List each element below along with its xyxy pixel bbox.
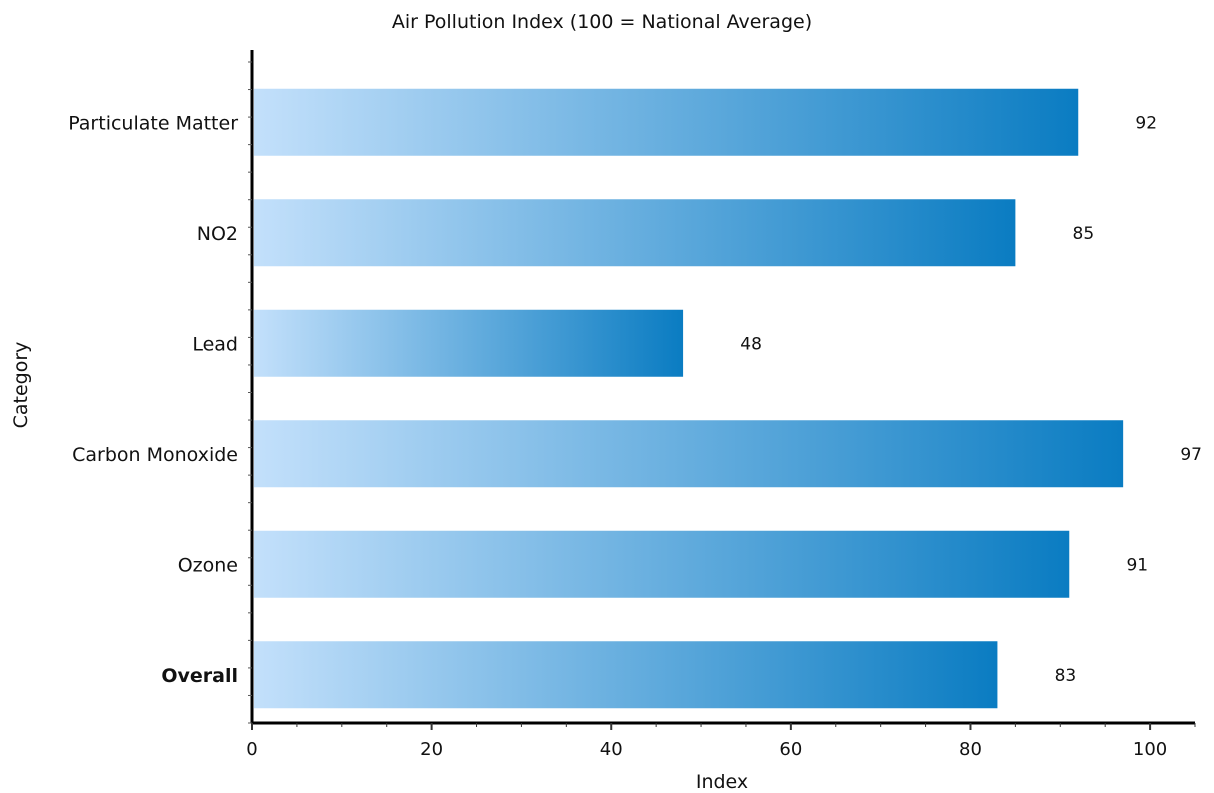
x-tick-label: 60	[779, 739, 802, 760]
value-label: 83	[1055, 666, 1077, 686]
x-axis-title: Index	[696, 771, 748, 793]
y-axis-title: Category	[10, 342, 32, 429]
category-label: Particulate Matter	[68, 112, 238, 134]
value-label: 91	[1126, 555, 1148, 575]
value-label: 92	[1135, 113, 1157, 133]
x-tick-label: 100	[1133, 739, 1167, 760]
bar-carbon-monoxide	[254, 420, 1124, 488]
bar-lead	[254, 309, 684, 377]
bar-ozone	[254, 530, 1070, 598]
category-label: Lead	[192, 333, 238, 355]
bar-no2	[254, 199, 1016, 267]
x-tick-label: 20	[420, 739, 443, 760]
x-tick-label: 80	[959, 739, 982, 760]
value-label: 85	[1073, 224, 1095, 244]
category-label: NO2	[197, 223, 238, 245]
x-tick-label: 0	[246, 739, 257, 760]
category-label: Ozone	[178, 554, 238, 576]
chart-title: Air Pollution Index (100 = National Aver…	[392, 11, 812, 33]
bar-particulate-matter	[254, 88, 1079, 156]
value-label: 48	[740, 334, 762, 354]
category-label: Overall	[161, 665, 238, 687]
value-label: 97	[1180, 445, 1202, 465]
bar-overall	[254, 641, 998, 709]
category-label: Carbon Monoxide	[72, 444, 238, 466]
x-tick-label: 40	[600, 739, 623, 760]
